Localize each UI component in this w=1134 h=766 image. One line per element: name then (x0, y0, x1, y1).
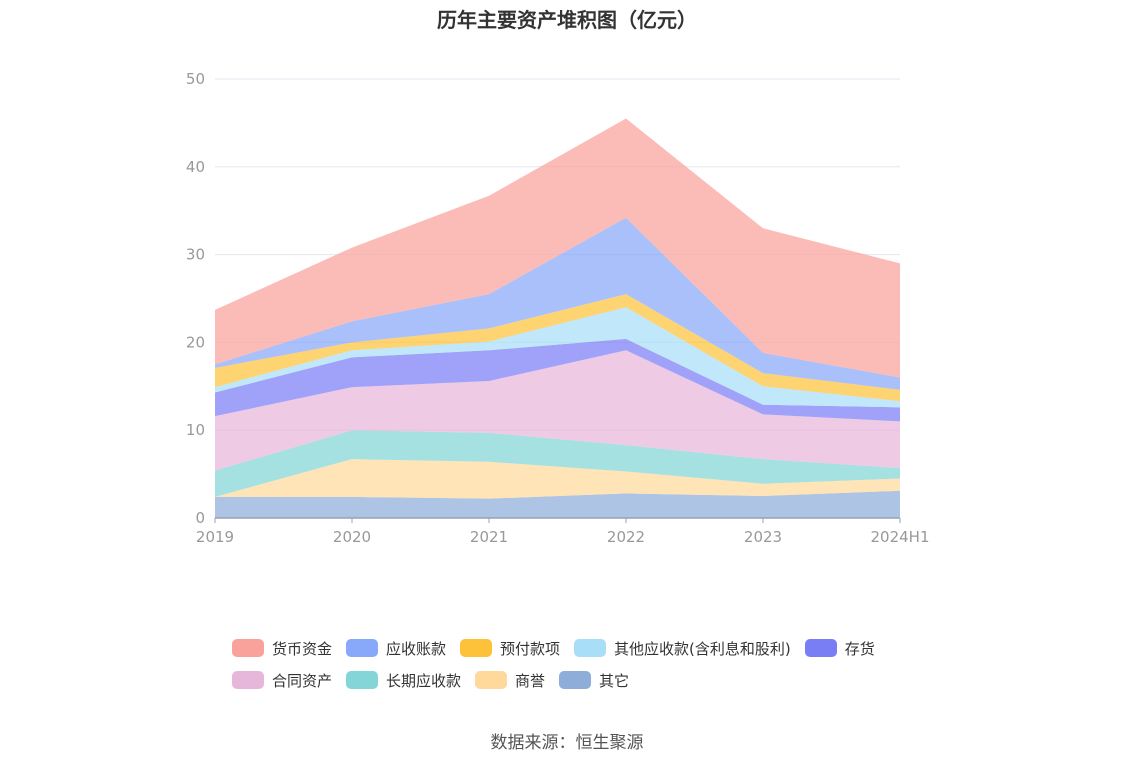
legend-label: 货币资金 (272, 639, 333, 658)
chart-plot: 0 10 20 30 40 50 2019 2020 2021 2022 2023 2024H1 (186, 70, 930, 546)
legend-label: 存货 (844, 639, 875, 658)
area-series-3 (215, 350, 900, 471)
x-tick-label: 2021 (470, 528, 508, 546)
area-series-2 (215, 430, 900, 497)
x-tick-label: 2024H1 (871, 528, 930, 546)
legend-item[interactable]: 预付款项 (460, 638, 560, 659)
source-note: 数据来源：恒生聚源 (490, 733, 644, 753)
area-series-4 (215, 338, 900, 422)
legend-label: 长期应收款 (386, 671, 462, 690)
stacked-areas (215, 118, 900, 518)
legend-label: 其他应收款(含利息和股利) (614, 639, 791, 658)
legend-label: 商誉 (515, 671, 546, 690)
legend-item[interactable]: 存货 (804, 638, 875, 659)
legend-swatch (574, 639, 607, 657)
area-series-6 (215, 294, 900, 402)
legend-label: 预付款项 (500, 639, 561, 658)
y-tick-label: 40 (186, 158, 205, 176)
y-tick-label: 30 (186, 246, 205, 264)
legend-item[interactable]: 其他应收款(含利息和股利) (574, 638, 791, 659)
area-series-8 (215, 118, 900, 378)
legend-swatch (475, 671, 508, 689)
axes: 0 10 20 30 40 50 2019 2020 2021 2022 2023 2024H1 (186, 70, 930, 546)
legend-swatch (232, 639, 264, 657)
chart-title: 历年主要资产堆积图（亿元） (437, 8, 697, 32)
x-tick-label: 2019 (196, 528, 234, 546)
legend-swatch (346, 671, 379, 689)
legend-label: 应收账款 (386, 639, 447, 658)
area-series-7 (215, 217, 900, 390)
area-series-1 (215, 459, 900, 499)
legend-swatch (346, 639, 379, 657)
x-tick-label: 2023 (744, 528, 782, 546)
legend-label: 其它 (599, 671, 630, 690)
legend-swatch (559, 671, 592, 689)
y-tick-label: 20 (186, 333, 205, 351)
legend-swatch (804, 639, 837, 657)
y-tick-label: 0 (195, 509, 205, 527)
area-series-0 (215, 490, 900, 518)
legend-item[interactable]: 货币资金 (232, 638, 332, 659)
legend-item[interactable]: 合同资产 (232, 670, 332, 691)
legend-item[interactable]: 应收账款 (346, 638, 446, 659)
legend-row: 合同资产 长期应收款 商誉 其它 (232, 664, 932, 696)
legend-item[interactable]: 其它 (559, 670, 629, 691)
legend: 货币资金 应收账款 预付款项 其他应收款(含利息和股利) 存货 合同资产 长期应收款 商誉 其… (232, 632, 932, 696)
legend-row: 货币资金 应收账款 预付款项 其他应收款(含利息和股利) 存货 (232, 632, 932, 664)
legend-item[interactable]: 商誉 (475, 670, 545, 691)
y-tick-label: 10 (186, 421, 205, 439)
x-tick-label: 2020 (333, 528, 371, 546)
area-series-5 (215, 307, 900, 408)
x-tick-label: 2022 (607, 528, 645, 546)
legend-item[interactable]: 长期应收款 (346, 670, 461, 691)
y-tick-label: 50 (186, 70, 205, 88)
legend-swatch (460, 639, 493, 657)
legend-swatch (232, 671, 264, 689)
legend-label: 合同资产 (272, 671, 333, 690)
